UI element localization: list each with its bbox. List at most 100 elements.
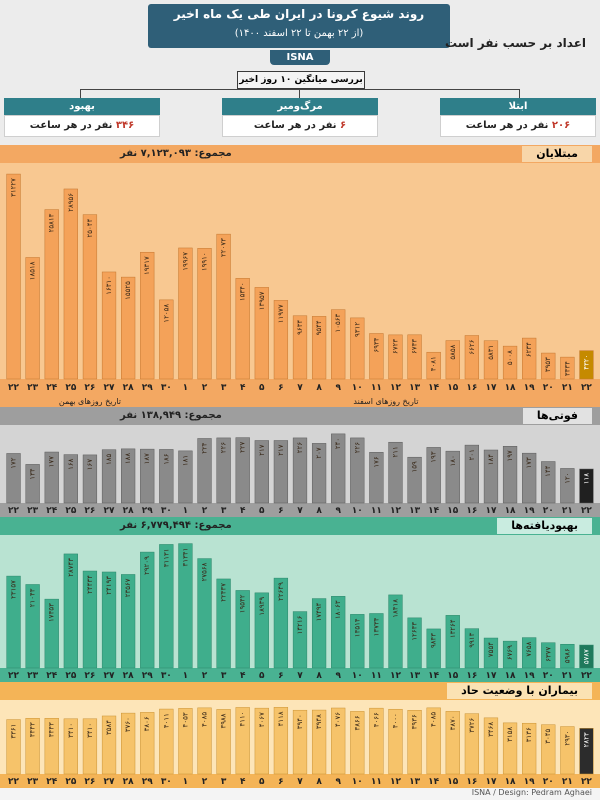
bar <box>579 644 594 669</box>
critical-chart: ۳۳۶۱۲۲۳۴۴۳۲۳۳۴۴۳۲۴۳۴۱۰۲۵۳۴۱۰۲۶۳۵۸۴۲۷۳۷۶۰… <box>0 707 600 788</box>
data-label: ۱۴۴ <box>544 465 552 477</box>
data-label: ۲۴۴۳۴ <box>86 575 94 594</box>
data-label: ۲۵۰۴۴ <box>86 218 94 237</box>
data-label: ۱۵۵۲۵ <box>124 281 132 300</box>
infections-chart: ۳۱۲۲۷۲۲۱۸۵۱۸۲۳۲۵۸۱۳۲۴۲۸۹۵۶۲۵۲۵۰۴۴۲۶۱۶۳۱۰… <box>0 173 600 407</box>
bar <box>407 334 422 380</box>
tick-label: ۱۸ <box>505 506 516 516</box>
bar <box>502 640 518 669</box>
stat-value-box: ۳۴۶ نفر در هر ساعت <box>4 115 160 137</box>
tick-label: ۲۰ <box>543 506 554 516</box>
tick-label: ۱۳ <box>409 777 420 787</box>
tick-label: ۹ <box>335 777 341 787</box>
bar <box>541 352 556 380</box>
bar <box>426 351 441 380</box>
data-label: ۲۲۴ <box>201 442 209 454</box>
bar <box>522 637 537 669</box>
tick-label: ۴ <box>240 383 246 393</box>
stat-value-box: ۶ نفر در هر ساعت <box>222 115 378 137</box>
stat-title: بهبود <box>4 98 160 115</box>
bar <box>178 247 193 380</box>
data-label: ۲۸۷۴۳ <box>67 558 75 577</box>
data-label: ۷۵۵۴ <box>487 642 495 657</box>
bar <box>197 707 212 775</box>
bar <box>541 461 556 504</box>
bar <box>560 468 575 504</box>
tick-label: ۱۷ <box>485 671 496 681</box>
data-label: ۲۱۷ <box>277 444 285 456</box>
tick-label: ۱۳ <box>409 671 420 681</box>
tick-label: ۲۱ <box>562 671 573 681</box>
data-label: ۳۸۷۰ <box>449 715 457 730</box>
bar <box>292 709 308 775</box>
data-label: ۳۸۶۶ <box>353 715 361 730</box>
data-label: ۱۶۳۱۰ <box>105 276 113 295</box>
tick-label: ۲۰ <box>543 383 554 393</box>
bar <box>445 450 460 504</box>
data-label: ۲۱۷ <box>258 444 266 456</box>
tick-label: ۹ <box>335 383 341 393</box>
bar <box>159 544 174 669</box>
data-label: ۴۰۸۱ <box>430 356 438 371</box>
data-label: ۷۶۵۸ <box>525 641 533 656</box>
stat-recovery: بهبود ۳۴۶ نفر در هر ساعت <box>4 98 160 138</box>
tick-label: ۲۳ <box>27 506 38 516</box>
tick-label: ۲۹ <box>142 671 153 681</box>
tick-label: ۱۵ <box>447 777 458 787</box>
tick-label: ۹ <box>335 671 341 681</box>
bar <box>235 707 250 775</box>
connector-line <box>519 89 520 98</box>
data-label: ۲۵۸۱۳ <box>48 213 56 232</box>
data-label: ۳۴۱۰ <box>86 723 94 738</box>
bar <box>292 315 308 380</box>
data-label: ۲۳۵۶۷ <box>124 578 132 597</box>
tick-label: ۲۰ <box>543 777 554 787</box>
data-label: ۳۰۴۵ <box>544 728 552 743</box>
bar <box>445 615 460 669</box>
data-label: ۱۸۰ <box>449 455 457 466</box>
tick-label: ۲ <box>202 671 208 681</box>
tick-label: ۶ <box>278 671 284 681</box>
axis-title-esfand: تاریخ روزهای اسفند <box>353 397 418 406</box>
bar <box>44 451 59 504</box>
bar <box>25 464 40 504</box>
tick-label: ۱۹ <box>524 506 535 516</box>
panel-recovered: بهبودیافته‌ها مجموع: ۶,۷۷۹,۴۹۴ نفر ۲۳۱۵۷… <box>0 517 600 682</box>
tick-label: ۸ <box>316 506 322 516</box>
bar <box>464 335 479 380</box>
data-label: ۲۹۳۰ <box>563 731 571 746</box>
tick-label: ۱ <box>183 671 189 681</box>
bar <box>560 356 575 380</box>
bar <box>6 575 21 669</box>
data-label: ۴۰۱۱ <box>162 713 170 728</box>
bar <box>6 453 21 504</box>
data-label: ۵۸۳۱ <box>487 345 495 360</box>
tick-label: ۱۰ <box>352 383 363 393</box>
bar <box>350 711 365 775</box>
panel-title: فوتی‌ها <box>522 408 592 424</box>
bar <box>82 570 98 669</box>
data-label: ۱۷۳۵۳ <box>48 603 56 622</box>
data-label: ۳۴۴۳ <box>48 722 56 737</box>
bar <box>101 715 117 775</box>
deaths-chart: ۱۷۲۲۲۱۳۴۲۳۱۷۷۲۴۱۶۸۲۵۱۶۷۲۶۱۸۵۲۷۱۸۸۲۸۱۸۷۲۹… <box>0 433 600 517</box>
tick-label: ۲۷ <box>104 506 115 516</box>
data-label: ۳۳۳۴ <box>563 361 571 376</box>
tick-label: ۱۴ <box>428 506 439 516</box>
data-label: ۶۲۳۴ <box>525 342 533 357</box>
data-label: ۹۳۱۲ <box>353 322 361 337</box>
data-label: ۱۹۳ <box>430 451 438 463</box>
data-label: ۴۰۷۶ <box>334 712 342 727</box>
data-label: ۳۵۸۴ <box>105 720 113 735</box>
tick-label: ۱ <box>183 383 189 393</box>
bar <box>121 276 136 380</box>
tick-label: ۲۶ <box>84 506 95 516</box>
data-label: ۳۹۸۸ <box>220 713 228 728</box>
data-label: ۳۱۲۲۷ <box>10 178 18 197</box>
bar <box>44 718 59 775</box>
tick-label: ۲۲ <box>581 777 592 787</box>
data-label: ۴۳۲۰ <box>582 355 590 370</box>
tick-label: ۱ <box>183 777 189 787</box>
bar <box>388 441 403 504</box>
data-label: ۵۹۸۶ <box>563 648 571 663</box>
